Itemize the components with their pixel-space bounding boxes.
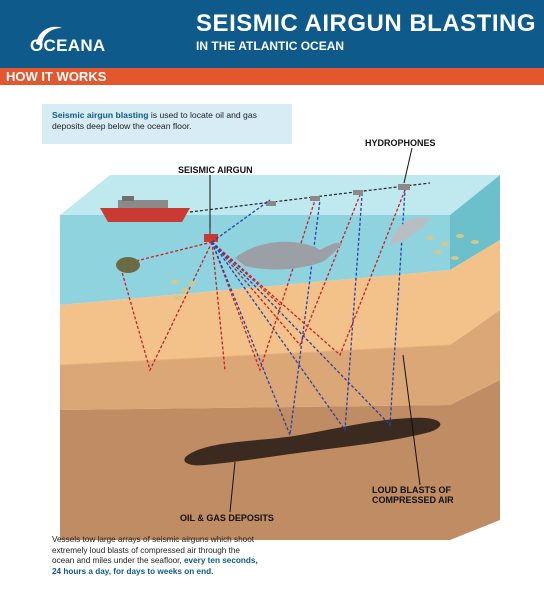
logo-text: OCEANA <box>30 36 106 55</box>
dolphin <box>390 217 430 245</box>
page-title: SEISMIC AIRGUN BLASTING <box>196 10 536 37</box>
ship <box>100 196 190 222</box>
page-title-block: SEISMIC AIRGUN BLASTING IN THE ATLANTIC … <box>196 10 536 53</box>
red-wave-paths <box>119 189 406 372</box>
water-side <box>450 175 500 270</box>
outro-text: Vessels tow large arrays of seismic airg… <box>52 535 262 577</box>
blasts-label: LOUD BLASTS OF COMPRESSED AIR <box>372 485 454 505</box>
water-surface <box>60 175 500 215</box>
blue-wave-paths <box>211 189 406 438</box>
deposits-leader <box>229 461 236 513</box>
airgun <box>204 234 218 242</box>
oceana-logo-icon <box>36 26 62 46</box>
oil-deposit <box>184 417 441 466</box>
hydrophones-label: HYDROPHONES <box>365 138 436 148</box>
turtle <box>116 257 140 273</box>
whale <box>235 241 342 270</box>
section-label: HOW IT WORKS <box>6 69 107 84</box>
outro-body: Vessels tow large arrays of seismic airg… <box>52 535 255 566</box>
outro-bold: every ten seconds, 24 hours a day, for d… <box>52 556 258 576</box>
blasts-leader <box>402 354 421 486</box>
page-subtitle: IN THE ATLANTIC OCEAN <box>196 39 345 53</box>
section-bar: HOW IT WORKS <box>0 68 544 87</box>
blasts-label-line2: COMPRESSED AIR <box>372 495 454 505</box>
deposits-label: OIL & GAS DEPOSITS <box>180 513 274 523</box>
header: OCEANA SEISMIC AIRGUN BLASTING IN THE AT… <box>0 0 544 68</box>
intro-text: is used to locate oil and gas deposits d… <box>52 110 257 131</box>
rock-layer-1 <box>60 310 500 410</box>
intro-box: Seismic airgun blasting is used to locat… <box>42 104 292 144</box>
intro-bold: Seismic airgun blasting <box>52 110 149 120</box>
fish-school <box>171 234 479 300</box>
airgun-label: SEISMIC AIRGUN <box>178 165 253 175</box>
blasts-label-line1: LOUD BLASTS OF <box>372 485 451 495</box>
hydrophones-leader <box>403 147 413 184</box>
hydrophones <box>266 184 410 206</box>
